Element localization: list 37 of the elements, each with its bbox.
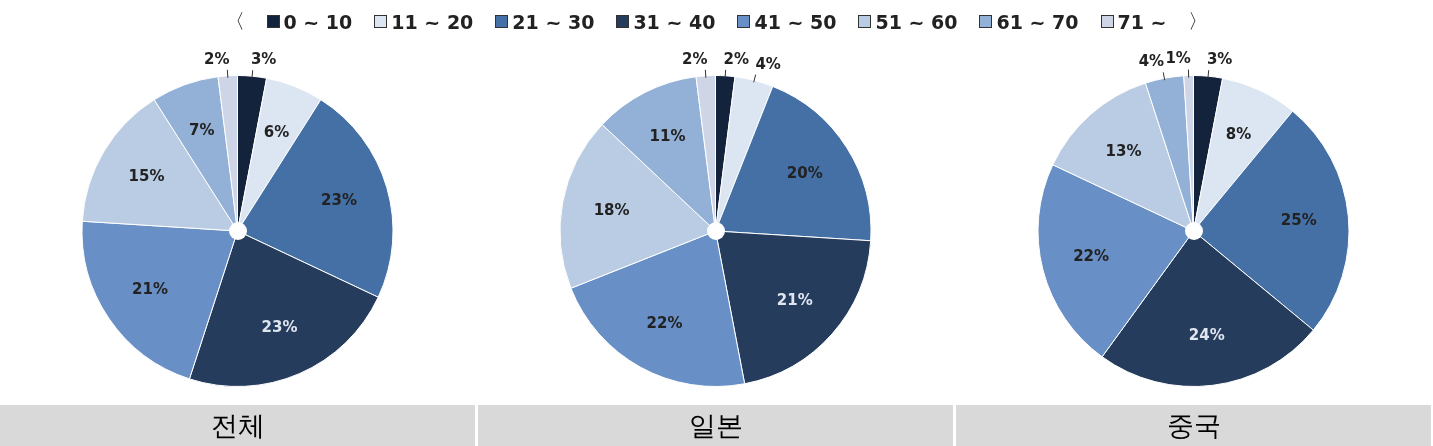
- data-label: 4%: [755, 54, 781, 73]
- data-label: 24%: [1188, 325, 1225, 344]
- legend-label: 11 ~ 20: [391, 10, 474, 33]
- legend-label: 61 ~ 70: [996, 10, 1079, 33]
- data-label: 20%: [786, 164, 823, 183]
- legend-label: 51 ~ 60: [875, 10, 958, 33]
- data-label: 4%: [1138, 52, 1165, 71]
- data-label: 25%: [1280, 210, 1317, 229]
- data-label: 7%: [188, 121, 215, 140]
- data-label: 8%: [1225, 125, 1252, 144]
- data-label: 2%: [723, 49, 749, 68]
- data-label: 2%: [682, 49, 708, 68]
- legend-label: 21 ~ 30: [512, 10, 595, 33]
- text: 〉: [1188, 8, 1209, 35]
- legend-label: 41 ~ 50: [754, 10, 837, 33]
- data-label: 11%: [649, 126, 686, 145]
- legend-label: 0 ~ 10: [283, 10, 353, 33]
- data-label: 1%: [1165, 49, 1191, 68]
- data-label: 13%: [1105, 141, 1142, 160]
- data-label: 3%: [1206, 50, 1233, 69]
- data-label: 22%: [1073, 247, 1110, 266]
- data-label: 21%: [776, 290, 813, 309]
- data-label: 22%: [646, 313, 683, 332]
- text: 중국: [956, 405, 1431, 446]
- data-label: 2%: [204, 49, 230, 68]
- data-label: 15%: [128, 167, 165, 186]
- text: 〈: [224, 8, 245, 35]
- data-label: 18%: [593, 201, 630, 220]
- data-label: 23%: [261, 317, 298, 336]
- legend-label: 71 ~: [1117, 10, 1167, 33]
- data-label: 23%: [321, 191, 357, 210]
- text: 일본: [478, 405, 953, 446]
- text: 전체: [0, 405, 475, 446]
- data-label: 21%: [132, 280, 168, 299]
- legend-label: 31 ~ 40: [633, 10, 716, 33]
- data-label: 6%: [263, 122, 290, 141]
- data-label: 3%: [250, 50, 277, 69]
